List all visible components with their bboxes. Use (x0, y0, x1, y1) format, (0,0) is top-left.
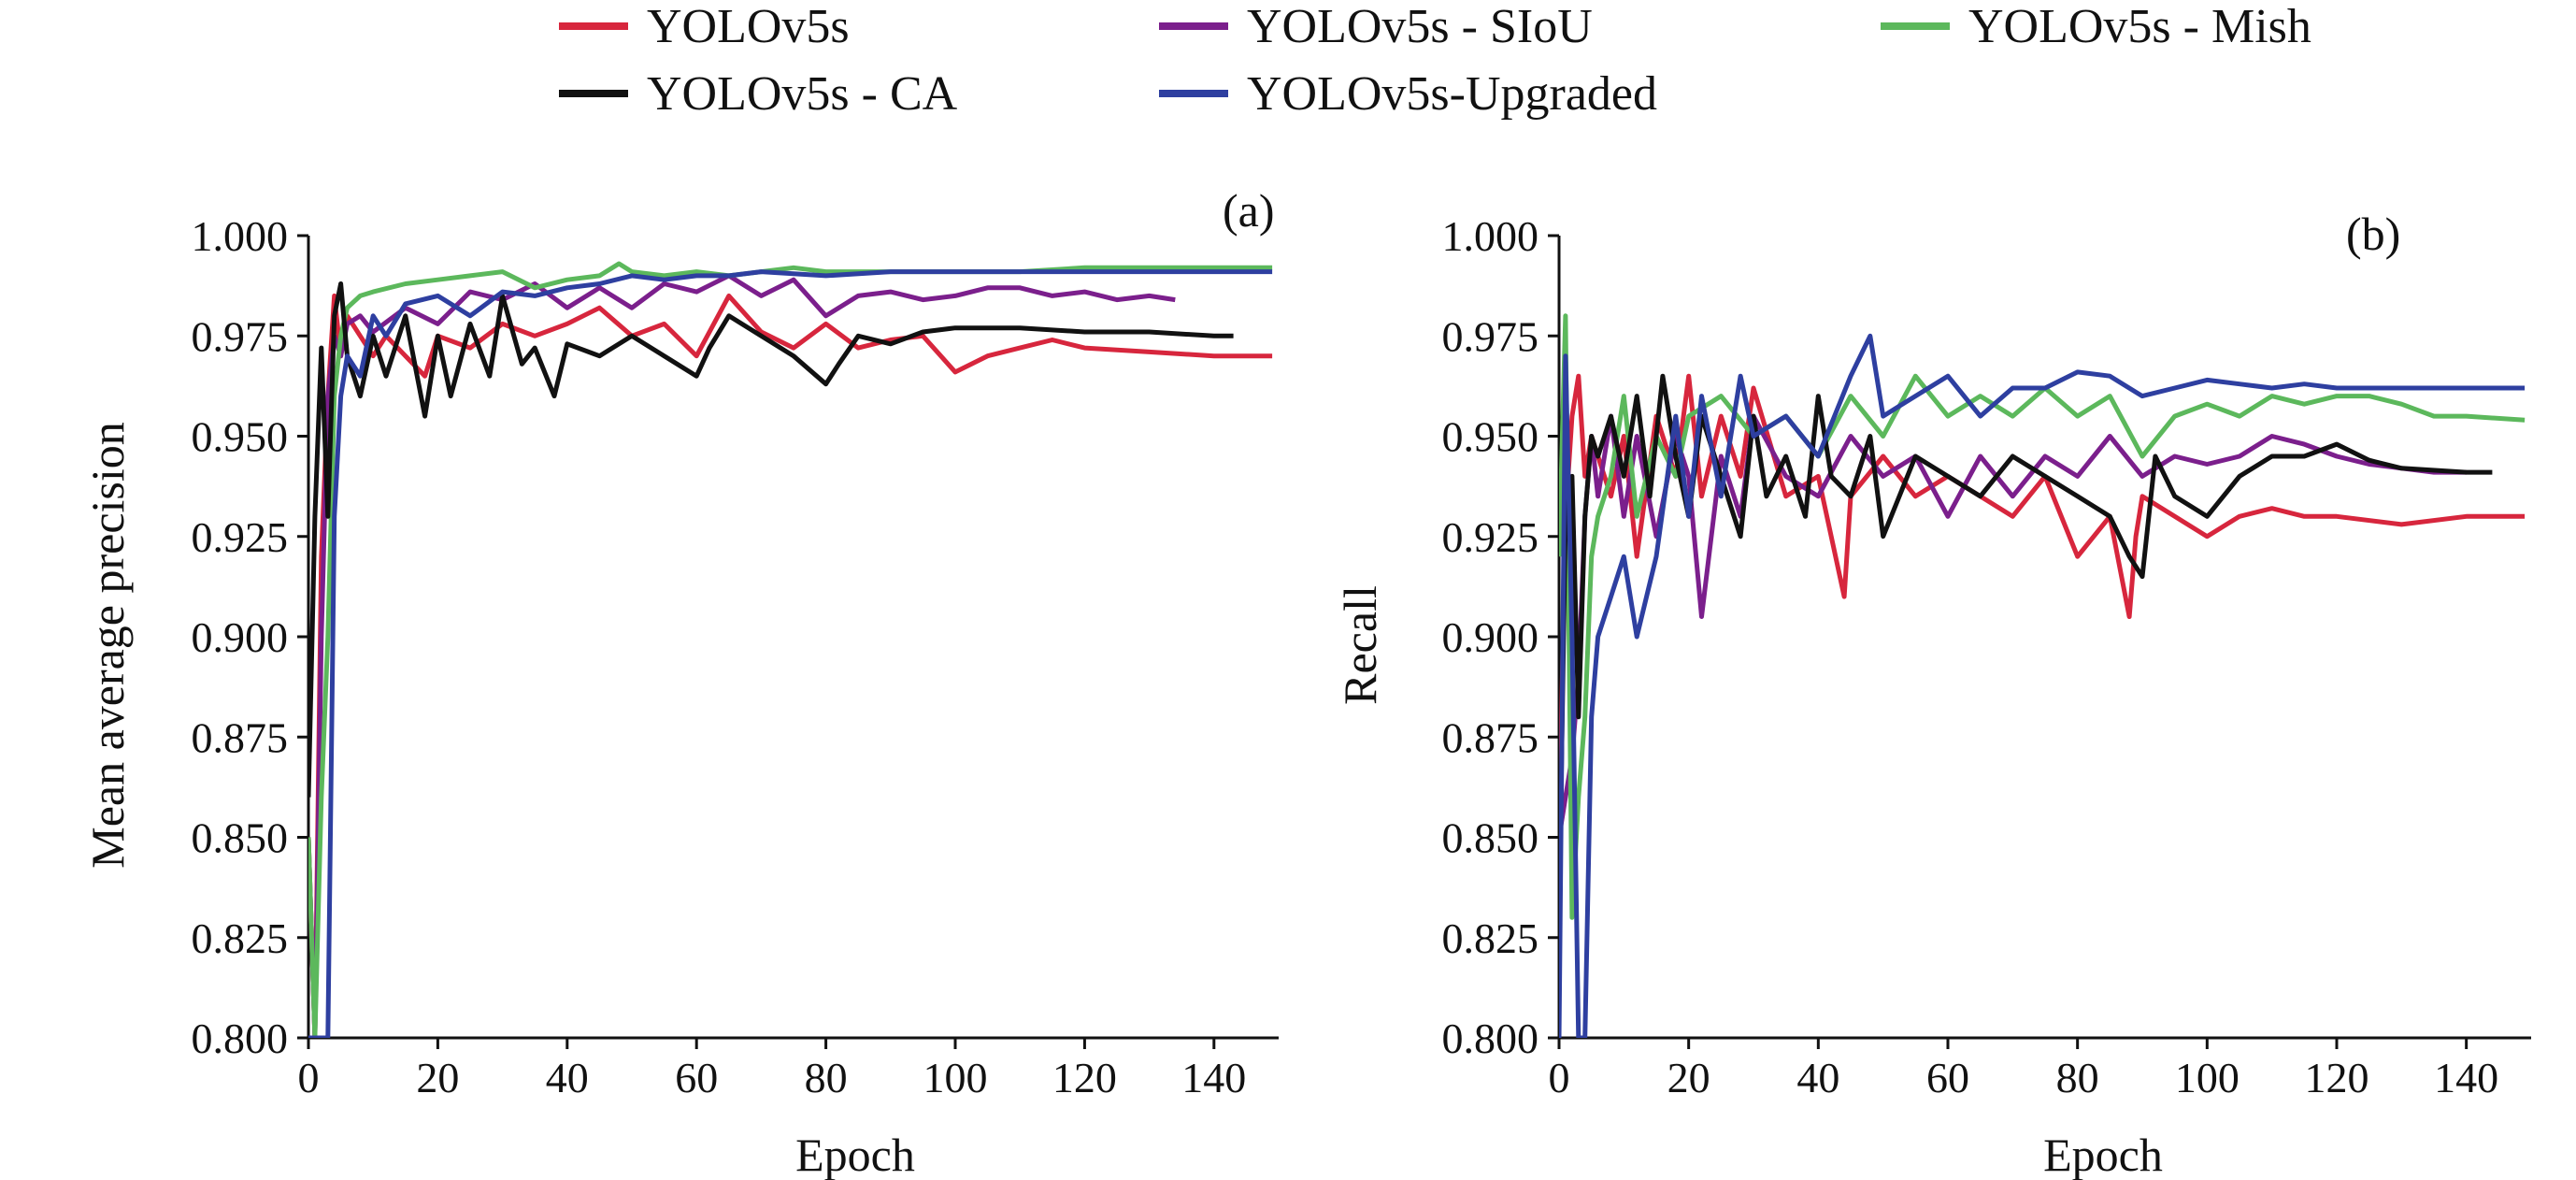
legend-label-yolov5s-ca: YOLOv5s - CA (647, 67, 958, 121)
series-line-yolov5s-ca-a (308, 281, 1234, 798)
plot-area-a (308, 261, 1273, 1038)
x-tick-label-b: 140 (2434, 1054, 2498, 1101)
y-axis-label-b: Recall (1334, 585, 1386, 705)
y-tick-label-b: 0.925 (1442, 513, 1539, 561)
x-tick-label-b: 0 (1549, 1054, 1570, 1101)
x-tick-label-a: 0 (298, 1054, 320, 1101)
x-tick-label-a: 20 (416, 1054, 459, 1101)
x-tick-label-a: 140 (1181, 1054, 1246, 1101)
y-tick-label-a: 0.975 (192, 312, 289, 360)
x-tick-label-a: 40 (546, 1054, 589, 1101)
y-tick-label-b: 0.975 (1442, 312, 1539, 360)
chart-panel-b: (b) Recall Epoch 0.800 0.825 0.850 0.875 0.9… (1334, 208, 2531, 1180)
axes-b: 0.800 0.825 0.850 0.875 0.900 0.925 0.950 0.975… (1442, 212, 2531, 1101)
panel-label-a: (a) (1223, 184, 1275, 237)
legend-label-yolov5s-siou: YOLOv5s - SIoU (1247, 0, 1593, 53)
series-line-yolov5s-ca-b (1559, 373, 2493, 918)
x-tick-label-a: 120 (1052, 1054, 1117, 1101)
chart-panel-a: (a) Mean average precision Epoch 0.8000.… (81, 184, 1279, 1180)
x-tick-label-a: 80 (805, 1054, 848, 1101)
x-tick-label-b: 60 (1926, 1054, 1969, 1101)
y-tick-label-b: 0.900 (1442, 613, 1539, 661)
legend-item-yolov5s: YOLOv5s (559, 0, 850, 53)
x-tick-label-a: 60 (675, 1054, 718, 1101)
legend-label-yolov5s: YOLOv5s (647, 0, 850, 53)
x-axis-label-a: Epoch (795, 1129, 915, 1180)
y-tick-label-a: 0.850 (192, 814, 289, 862)
legend-item-yolov5s-ca: YOLOv5s - CA (559, 67, 958, 121)
y-tick-label-b: 0.850 (1442, 814, 1539, 862)
plot-area-b (1559, 313, 2526, 1038)
axes-a: 0.800 0.825 0.850 0.875 0.900 0.925 0.950 0.975… (192, 212, 1279, 1101)
x-tick-label-b: 40 (1796, 1054, 1839, 1101)
y-tick-label-a: 0.950 (192, 413, 289, 461)
legend-item-yolov5s-mish: YOLOv5s - Mish (1881, 0, 2311, 53)
legend: YOLOv5s YOLOv5s - SIoU YOLOv5s - Mish YO… (559, 0, 2311, 121)
x-tick-label-b: 120 (2305, 1054, 2369, 1101)
series-line-yolov5s-siou-a (308, 273, 1176, 1038)
y-tick-label-b: 0.800 (1442, 1015, 1539, 1062)
y-tick-label-a: 0.875 (192, 713, 289, 761)
y-tick-label-a: 0.925 (192, 513, 289, 561)
y-tick-label-a: 0.900 (192, 613, 289, 661)
series-line-yolov5s-upgraded-a (308, 269, 1273, 1038)
y-tick-label-b: 0.875 (1442, 713, 1539, 761)
series-line-yolov5s-siou-b (1559, 413, 2467, 838)
y-axis-label-a: Mean average precision (81, 422, 134, 869)
legend-label-yolov5s-mish: YOLOv5s - Mish (1968, 0, 2311, 53)
x-axis-label-b: Epoch (2043, 1129, 2163, 1180)
legend-label-yolov5s-upgraded: YOLOv5s-Upgraded (1247, 67, 1657, 121)
x-tick-label-b: 80 (2056, 1054, 2099, 1101)
series-line-yolov5s-a (308, 293, 1273, 1038)
y-tick-label-a: 0.800 (192, 1015, 289, 1062)
y-tick-label-b: 0.950 (1442, 413, 1539, 461)
series-line-yolov5s-upgraded-b (1559, 333, 2526, 1038)
y-tick-label-a: 1.000 (192, 212, 289, 260)
y-tick-label-b: 0.825 (1442, 914, 1539, 962)
y-tick-label-b: 1.000 (1442, 212, 1539, 260)
y-tick-label-a: 0.825 (192, 914, 289, 962)
x-tick-label-b: 20 (1667, 1054, 1710, 1101)
panel-label-b: (b) (2346, 208, 2400, 260)
legend-item-yolov5s-siou: YOLOv5s - SIoU (1159, 0, 1593, 53)
x-tick-label-a: 100 (923, 1054, 988, 1101)
x-tick-label-b: 100 (2175, 1054, 2240, 1101)
legend-item-yolov5s-upgraded: YOLOv5s-Upgraded (1159, 67, 1657, 121)
